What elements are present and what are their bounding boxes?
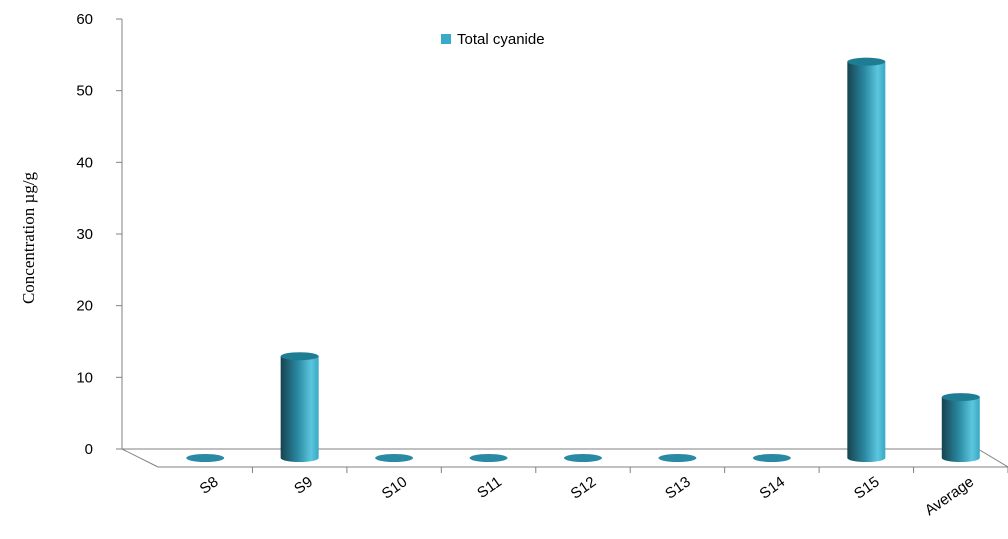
y-tick-label: 40 [76, 154, 93, 171]
bar-body [941, 397, 980, 462]
bar [469, 454, 508, 462]
bar-top [752, 454, 791, 462]
x-tick-label: S12 [568, 473, 600, 502]
y-tick-label: 50 [76, 83, 93, 100]
bar [752, 454, 791, 462]
bar-top [186, 454, 225, 462]
bar-top [941, 393, 980, 402]
bar [280, 352, 319, 462]
x-axis-front-line [121, 448, 159, 468]
x-ticks: S8 S9 S10 S11 S12 S13 S14 S15 Average [197, 467, 1008, 519]
x-tick-label: S10 [379, 473, 411, 502]
x-tick-label: S14 [757, 473, 789, 502]
bar-body [847, 61, 886, 462]
x-tick-label: S8 [197, 473, 222, 497]
bar [375, 454, 414, 462]
bar [658, 454, 697, 462]
bar-top [469, 454, 508, 462]
x-tick-label: Average [922, 473, 977, 519]
bar-body [280, 356, 319, 462]
bar [186, 454, 225, 462]
x-tick-label: S9 [291, 473, 316, 497]
x-axis-right-edge [977, 448, 1008, 468]
y-tick-label: 0 [85, 441, 93, 458]
y-tick-label: 20 [76, 298, 93, 315]
y-tick-label: 10 [76, 369, 93, 386]
y-tick-label: 60 [76, 11, 93, 28]
bar [847, 57, 886, 462]
legend-label: Total cyanide [457, 31, 545, 48]
bar-top [564, 454, 602, 462]
legend-swatch [441, 34, 451, 44]
bar-top [375, 454, 414, 462]
legend: Total cyanide [441, 31, 545, 48]
x-tick-label: S13 [662, 473, 694, 502]
y-axis-label: Concentration µg/g [19, 171, 38, 304]
y-ticks: 0 10 20 30 40 50 60 [76, 11, 122, 458]
y-tick-label: 30 [76, 226, 93, 243]
x-tick-label: S15 [851, 473, 883, 502]
bars [186, 57, 980, 462]
bar-top [658, 454, 697, 462]
bar [941, 393, 980, 462]
bar-top [847, 57, 886, 66]
bar-top [280, 352, 319, 361]
x-tick-label: S11 [474, 473, 505, 502]
bar [564, 454, 602, 462]
